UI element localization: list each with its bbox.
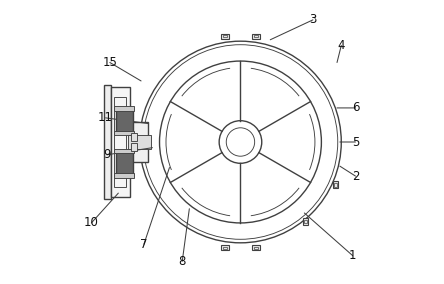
Bar [334, 183, 337, 187]
Bar [252, 245, 260, 250]
Text: 15: 15 [103, 56, 117, 69]
Bar [304, 220, 307, 223]
Bar [115, 109, 133, 132]
Bar [115, 152, 133, 175]
Text: 4: 4 [337, 39, 345, 52]
Bar [131, 133, 137, 141]
Bar [111, 87, 130, 197]
Bar [221, 34, 229, 39]
Bar [104, 85, 111, 199]
Bar [333, 181, 338, 188]
Bar [114, 149, 134, 153]
Bar [223, 247, 227, 249]
Bar [223, 35, 227, 37]
Text: 6: 6 [352, 101, 359, 114]
Bar [114, 173, 134, 178]
Bar [130, 122, 148, 162]
Text: 7: 7 [140, 238, 148, 251]
Text: 1: 1 [349, 249, 357, 262]
Bar [252, 34, 260, 39]
Bar [303, 218, 308, 225]
Bar [254, 35, 258, 37]
Text: 9: 9 [103, 148, 111, 161]
Bar [114, 106, 134, 111]
Bar [114, 97, 126, 187]
Bar [131, 143, 137, 151]
Bar [128, 135, 151, 149]
Text: 3: 3 [309, 13, 317, 26]
Text: 11: 11 [98, 111, 113, 124]
Text: 2: 2 [352, 170, 359, 183]
Text: 5: 5 [352, 135, 359, 149]
Bar [221, 245, 229, 250]
Text: 8: 8 [178, 255, 186, 268]
Bar [254, 247, 258, 249]
Text: 10: 10 [84, 216, 99, 229]
Bar [114, 131, 134, 135]
